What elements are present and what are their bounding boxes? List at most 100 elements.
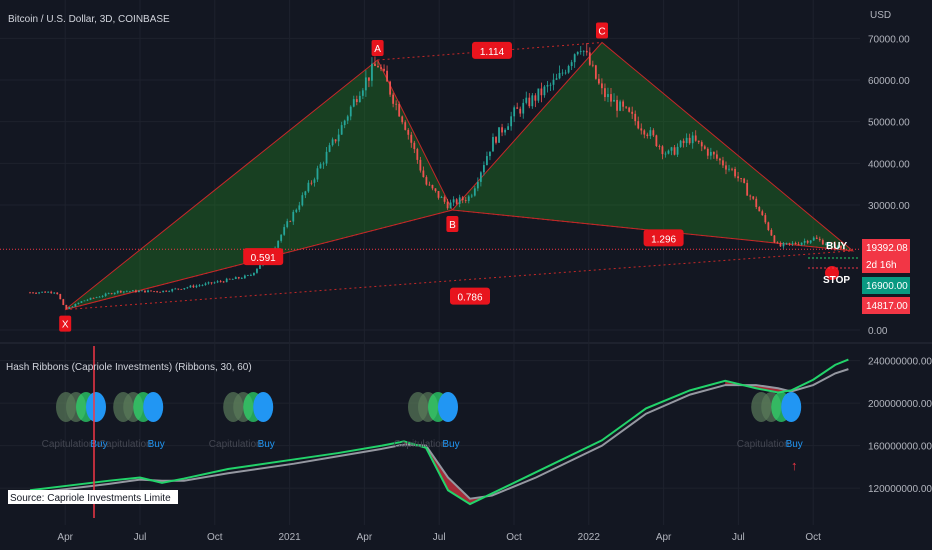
candle-body bbox=[283, 227, 286, 235]
ratio-label: 1.296 bbox=[651, 234, 676, 245]
candle-body bbox=[189, 285, 192, 288]
candle-body bbox=[35, 292, 37, 294]
candle-body bbox=[195, 285, 198, 288]
candle-body bbox=[728, 168, 730, 170]
candle-body bbox=[65, 304, 68, 309]
candle-body bbox=[794, 242, 797, 245]
candle-body bbox=[253, 272, 255, 276]
candle-body bbox=[177, 288, 180, 290]
candle-body bbox=[513, 107, 516, 117]
x-tick-label: Jul bbox=[732, 532, 745, 543]
candle-body bbox=[761, 211, 764, 216]
candle-body bbox=[295, 209, 298, 212]
signal-marker bbox=[143, 392, 164, 422]
candle-body bbox=[53, 292, 56, 294]
candle-body bbox=[228, 278, 231, 280]
candle-body bbox=[101, 295, 104, 297]
candle-body bbox=[709, 151, 712, 156]
candle-body bbox=[809, 240, 812, 243]
candle-body bbox=[700, 142, 703, 147]
candle-body bbox=[676, 146, 679, 155]
candle-body bbox=[549, 84, 552, 86]
price-badge-countdown bbox=[862, 256, 910, 273]
candle-body bbox=[495, 137, 497, 143]
candle-body bbox=[340, 125, 343, 135]
signal-marker bbox=[253, 392, 274, 422]
candle-body bbox=[843, 248, 845, 250]
candle-body bbox=[628, 107, 631, 112]
candle-body bbox=[461, 197, 464, 201]
candle-body bbox=[225, 278, 228, 283]
ratio-badge bbox=[450, 287, 490, 305]
candle-body bbox=[328, 145, 331, 152]
candle-body bbox=[113, 292, 116, 295]
ratio-badge bbox=[643, 229, 684, 247]
candle-body bbox=[144, 290, 146, 293]
candle-body bbox=[150, 290, 152, 292]
ribbon-line-60 bbox=[29, 368, 849, 500]
candle-body bbox=[812, 237, 815, 241]
candle-body bbox=[737, 176, 739, 179]
candle-body bbox=[32, 292, 34, 294]
price-badge-text-stop: 14817.00 bbox=[866, 301, 908, 312]
candle-body bbox=[803, 240, 806, 243]
candle-body bbox=[476, 181, 479, 189]
candle-body bbox=[156, 291, 158, 293]
y-tick-label: 60000.00 bbox=[868, 76, 910, 87]
candle-body bbox=[755, 198, 758, 208]
pattern-point-label: X bbox=[62, 320, 69, 331]
candle-body bbox=[410, 134, 413, 143]
candle-body bbox=[404, 122, 407, 130]
candle-body bbox=[746, 182, 749, 196]
candle-body bbox=[237, 277, 240, 279]
candle-body bbox=[159, 291, 162, 293]
pattern-point-badge bbox=[371, 40, 384, 56]
candle-body bbox=[425, 177, 428, 185]
price-badge-stop bbox=[862, 297, 910, 314]
candle-body bbox=[374, 63, 376, 66]
candle-body bbox=[731, 168, 733, 170]
candle-body bbox=[507, 126, 510, 130]
candle-body bbox=[431, 185, 434, 189]
candle-body bbox=[498, 127, 500, 143]
candle-body bbox=[135, 290, 137, 293]
candle-body bbox=[749, 195, 752, 197]
candle-body bbox=[725, 165, 727, 170]
candle-body bbox=[716, 154, 718, 159]
x-tick-label: Oct bbox=[207, 532, 223, 543]
candle-body bbox=[86, 299, 89, 301]
x-tick-label: Apr bbox=[656, 532, 672, 543]
candle-body bbox=[779, 243, 782, 247]
candle-body bbox=[594, 65, 597, 79]
stop-label: STOP bbox=[823, 275, 850, 286]
x-tick-label: Apr bbox=[357, 532, 373, 543]
candle-body bbox=[380, 67, 382, 69]
candle-body bbox=[791, 242, 794, 244]
axes: Apr Jul Oct 2021 Apr Jul Oct 2022 Apr Jul Oct 70000… bbox=[57, 34, 932, 543]
pattern-xab-fill bbox=[64, 59, 454, 311]
candle-body bbox=[201, 284, 204, 286]
candle-body bbox=[555, 78, 558, 80]
candle-body bbox=[501, 127, 503, 133]
candle-body bbox=[552, 79, 555, 85]
chart-title: Bitcoin / U.S. Dollar, 3D, COINBASE bbox=[8, 14, 170, 25]
candle-body bbox=[597, 78, 600, 84]
candle-body bbox=[637, 121, 640, 129]
candle-body bbox=[301, 195, 304, 206]
candle-body bbox=[625, 106, 628, 108]
candle-body bbox=[44, 291, 47, 293]
candle-body bbox=[534, 95, 537, 101]
candle-body bbox=[634, 113, 637, 122]
candle-body bbox=[788, 242, 791, 244]
source-box bbox=[8, 490, 178, 504]
candle-body bbox=[573, 54, 576, 63]
candle-body bbox=[679, 140, 682, 147]
candle-body bbox=[661, 146, 664, 155]
candle-body bbox=[619, 101, 621, 111]
candle-body bbox=[219, 281, 222, 283]
signal-capitulation-label: Capitulation bbox=[737, 439, 790, 450]
candle-body bbox=[561, 72, 564, 74]
candle-body bbox=[240, 278, 243, 280]
candle-body bbox=[797, 244, 800, 245]
price-badge-text-countdown: 2d 16h bbox=[866, 260, 897, 271]
